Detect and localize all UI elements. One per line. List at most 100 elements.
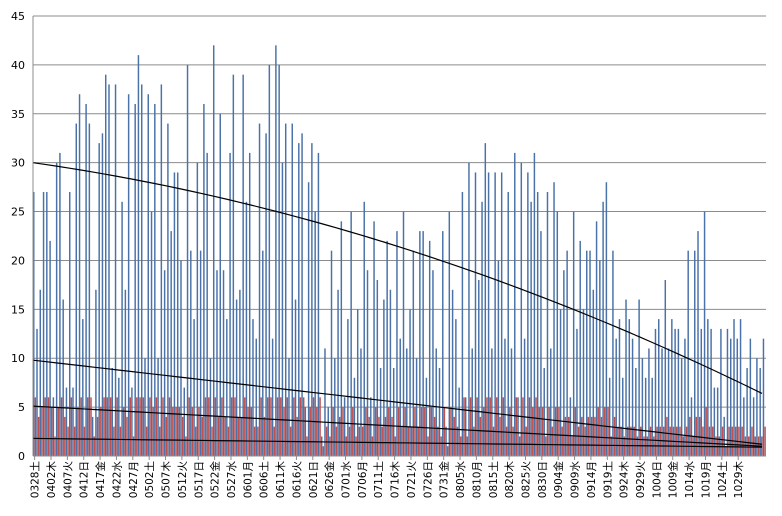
bar (327, 407, 329, 456)
x-tick-label: 0616火 (291, 461, 303, 499)
bar (78, 94, 81, 456)
bar (36, 328, 38, 456)
bar (697, 231, 699, 456)
y-tick-label: 45 (11, 10, 25, 23)
bar (661, 348, 663, 456)
bar (209, 358, 212, 456)
bar (360, 348, 362, 456)
bar (602, 201, 604, 456)
bar (680, 358, 683, 456)
bar (150, 211, 153, 456)
bar (134, 104, 136, 456)
x-tick-label: 0517日 (193, 461, 205, 498)
bar (96, 416, 99, 456)
bar (296, 416, 298, 456)
bar (345, 436, 347, 456)
bar (91, 416, 94, 456)
bar (612, 250, 614, 456)
bar (404, 407, 406, 456)
bar (199, 250, 202, 456)
bar (605, 182, 608, 456)
bar (684, 338, 686, 456)
bar (733, 319, 735, 456)
bar (152, 407, 154, 456)
x-tick-label: 0412日 (79, 461, 91, 498)
x-tick-label: 0731金 (438, 461, 451, 499)
bar (432, 270, 434, 456)
bar (162, 397, 164, 456)
bar (599, 260, 601, 456)
bar (196, 162, 199, 457)
bar (258, 123, 261, 456)
bar (311, 143, 313, 457)
bar (494, 172, 496, 456)
bar (301, 133, 303, 456)
bar (268, 64, 271, 456)
bar (221, 397, 223, 456)
bar (546, 192, 549, 456)
bar (448, 211, 451, 456)
bar (515, 397, 518, 456)
bar (186, 64, 189, 456)
bar (217, 416, 220, 456)
bar (88, 123, 91, 456)
bar (509, 407, 511, 456)
bar (75, 123, 78, 456)
bar (242, 74, 244, 457)
bar (93, 436, 96, 456)
bar (247, 407, 249, 456)
bar (716, 387, 719, 456)
bar (586, 250, 588, 456)
bar (129, 397, 131, 456)
bar (55, 162, 58, 457)
bar (104, 74, 107, 457)
x-tick-label: 1024土 (716, 461, 729, 498)
bar (764, 426, 766, 456)
bar (419, 231, 421, 456)
bar (183, 387, 185, 456)
bar (34, 397, 37, 456)
bar (625, 299, 627, 456)
bar (167, 123, 169, 456)
bar (149, 397, 151, 456)
bar (371, 436, 374, 456)
bar (744, 436, 747, 456)
bar (244, 397, 246, 456)
bar (442, 231, 444, 456)
bar (118, 377, 120, 456)
bar (748, 436, 750, 456)
bar (751, 426, 753, 456)
bar (592, 289, 595, 456)
bar (59, 152, 61, 456)
bar (175, 407, 177, 456)
x-tick-label: 0701水 (341, 461, 353, 499)
x-tick-label: 0919土 (601, 461, 614, 498)
bar (486, 397, 488, 456)
bar (155, 397, 158, 456)
y-tick-label: 35 (11, 108, 25, 121)
bar (505, 426, 508, 456)
bar (399, 338, 401, 456)
bar (499, 416, 501, 456)
bar (194, 426, 197, 456)
x-tick-label: 0820木 (504, 461, 516, 499)
y-tick-label: 5 (18, 401, 25, 414)
bar (250, 407, 253, 456)
bar (543, 368, 545, 456)
bar (597, 407, 599, 456)
bar (705, 407, 707, 456)
bar (33, 192, 35, 456)
bar (281, 162, 284, 457)
bar (90, 397, 92, 456)
bar (412, 250, 415, 456)
bar (82, 319, 84, 456)
bar (523, 338, 526, 456)
bar (245, 201, 248, 456)
bar (229, 152, 231, 456)
bar (181, 416, 184, 456)
bar (306, 436, 308, 456)
bar (566, 250, 568, 456)
bar (482, 407, 485, 456)
bar (356, 309, 359, 456)
bar (522, 397, 524, 456)
